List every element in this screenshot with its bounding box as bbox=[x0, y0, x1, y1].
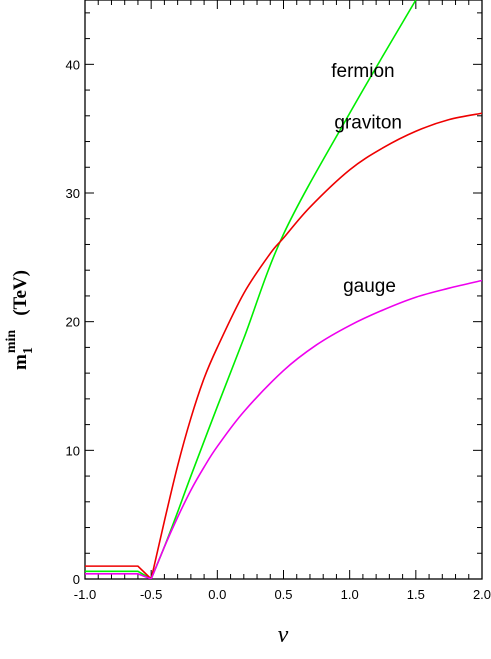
y-axis-label-base: m bbox=[10, 354, 31, 370]
y-tick-label: 20 bbox=[66, 315, 80, 330]
series-group bbox=[85, 0, 482, 579]
axis-label-group: ν m1min (TeV) bbox=[4, 270, 289, 648]
x-tick-label: 0.5 bbox=[274, 587, 292, 602]
plot-frame bbox=[84, 0, 483, 580]
y-axis-label-superscript: min bbox=[4, 330, 19, 354]
y-axis-label: m1min (TeV) bbox=[4, 270, 36, 370]
x-tick-label: 1.5 bbox=[407, 587, 425, 602]
x-tick-label: 2.0 bbox=[473, 587, 491, 602]
series-line-gauge bbox=[85, 279, 482, 579]
x-axis-label: ν bbox=[278, 622, 289, 648]
x-tick-label: 0.0 bbox=[208, 587, 226, 602]
annotation-group: fermion graviton gauge bbox=[331, 61, 402, 297]
series-line-graviton bbox=[85, 112, 482, 579]
x-tick-label: -1.0 bbox=[74, 587, 96, 602]
svg-text:m1min(TeV): m1min (TeV) bbox=[4, 270, 36, 370]
plot-frame-group bbox=[84, 0, 483, 580]
y-axis-label-unit: (TeV) bbox=[10, 270, 31, 316]
x-tick-label: -0.5 bbox=[140, 587, 162, 602]
y-tick-label: 40 bbox=[66, 57, 80, 72]
y-tick-label: 0 bbox=[73, 572, 80, 587]
y-axis-label-subscript: 1 bbox=[21, 347, 36, 354]
series-line-fermion bbox=[85, 0, 417, 579]
x-tick-label: 1.0 bbox=[341, 587, 359, 602]
y-tick-label: 10 bbox=[66, 443, 80, 458]
ticks-group: -1.0 -0.5 0.0 0.5 1.0 1.5 2.0 0 10 20 30 40 bbox=[66, 0, 491, 602]
series-label-fermion: fermion bbox=[331, 61, 394, 82]
series-label-gauge: gauge bbox=[343, 276, 396, 297]
y-tick-label: 30 bbox=[66, 186, 80, 201]
series-label-graviton: graviton bbox=[334, 113, 402, 134]
